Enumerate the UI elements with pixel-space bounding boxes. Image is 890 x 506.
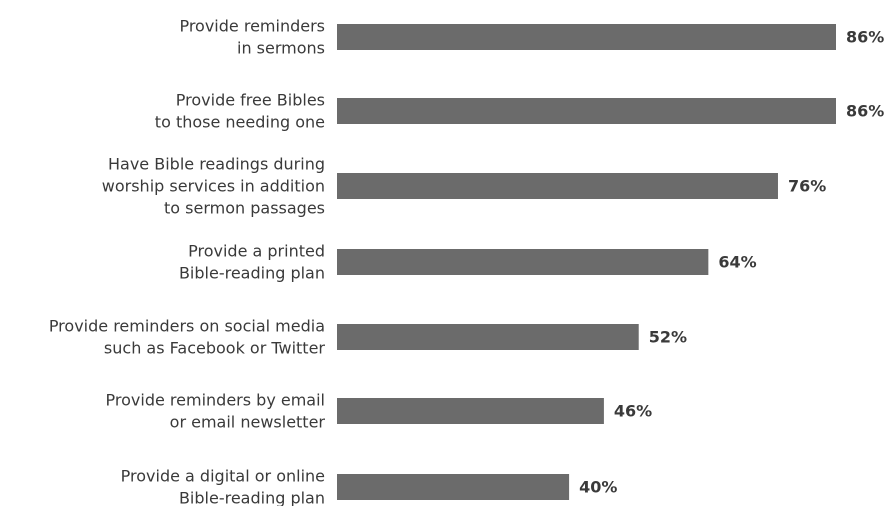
bar-0: [337, 24, 836, 50]
category-label-line: or email newsletter: [170, 413, 326, 432]
bar-2: [337, 173, 778, 199]
category-label-line: Bible-reading plan: [179, 489, 325, 506]
bar-6: [337, 474, 570, 500]
category-label-line: Provide reminders by email: [106, 391, 325, 410]
value-labels-group: 86% 86% 76% 64% 52% 46% 40%: [579, 28, 884, 497]
category-label-line: in sermons: [237, 39, 325, 58]
bar-3: [337, 249, 709, 275]
category-label-2: Have Bible readings during worship servic…: [102, 155, 325, 218]
category-label-line: Provide a printed: [188, 242, 325, 261]
category-label-6: Provide a digital or online Bible-reading…: [121, 467, 325, 506]
category-label-line: Provide reminders: [179, 17, 325, 36]
category-label-line: Bible-reading plan: [179, 264, 325, 283]
value-label-4: 52%: [649, 328, 687, 347]
category-label-0: Provide reminders in sermons: [179, 17, 325, 58]
value-label-3: 64%: [718, 253, 756, 272]
category-label-3: Provide a printed Bible-reading plan: [179, 242, 325, 283]
category-label-5: Provide reminders by email or email newsl…: [106, 391, 326, 432]
category-label-line: worship services in addition: [102, 177, 325, 196]
category-label-line: to sermon passages: [164, 199, 325, 218]
category-label-line: Have Bible readings during: [108, 155, 325, 174]
category-label-line: Provide free Bibles: [176, 91, 325, 110]
bar-4: [337, 324, 639, 350]
category-labels-group: Provide reminders in sermons Provide free …: [49, 17, 326, 506]
category-label-1: Provide free Bibles to those needing one: [155, 91, 325, 132]
category-label-line: Provide a digital or online: [121, 467, 325, 486]
value-label-1: 86%: [846, 102, 884, 121]
value-label-5: 46%: [614, 402, 652, 421]
value-label-6: 40%: [579, 478, 617, 497]
category-label-4: Provide reminders on social media such as…: [49, 317, 326, 358]
category-label-line: Provide reminders on social media: [49, 317, 325, 336]
value-label-0: 86%: [846, 28, 884, 47]
value-label-2: 76%: [788, 177, 826, 196]
category-label-line: such as Facebook or Twitter: [104, 339, 325, 358]
bar-1: [337, 98, 836, 124]
bar-5: [337, 398, 604, 424]
category-label-line: to those needing one: [155, 113, 325, 132]
bars-group: [337, 24, 836, 500]
